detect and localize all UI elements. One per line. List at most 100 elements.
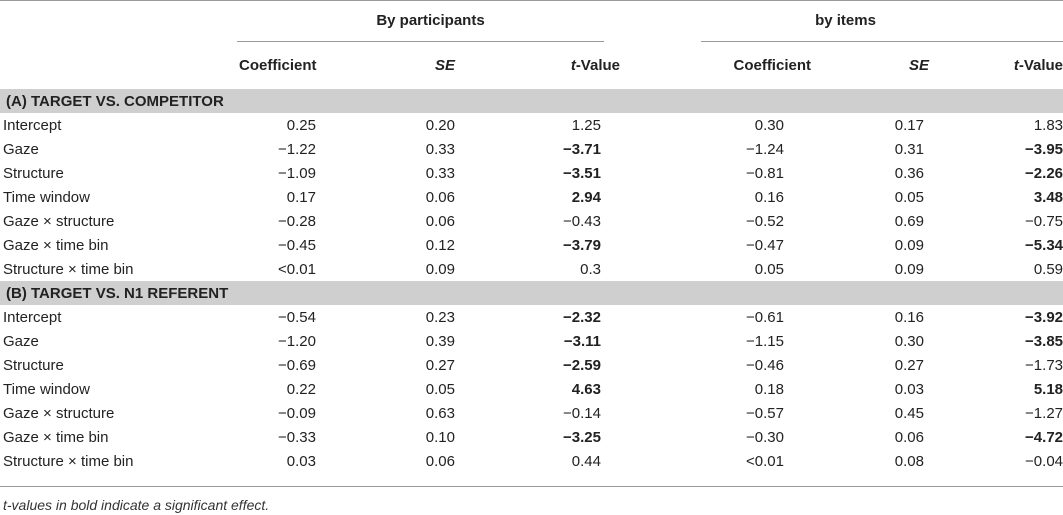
table-row: Structure −0.69 0.27 −2.59 −0.46 0.27 −1.73 [0, 353, 1063, 377]
items-se: 0.03 [894, 380, 924, 398]
table-body: (A) TARGET VS. COMPETITOR Intercept 0.25 0.… [0, 89, 1063, 473]
items-se: 0.27 [894, 356, 924, 374]
section-title: (A) TARGET VS. COMPETITOR [0, 89, 1063, 113]
table-row: Structure × time bin 0.03 0.06 0.44 <0.01 0.0… [0, 449, 1063, 473]
column-header-row: Coefficient SE t-Value Coefficient SE t-… [0, 41, 1063, 89]
row-label: Structure × time bin [3, 452, 134, 470]
participants-coefficient: −0.45 [278, 236, 316, 254]
participants-tvalue: −3.51 [563, 164, 601, 182]
items-coefficient: 0.18 [754, 380, 784, 398]
row-label: Gaze × time bin [3, 428, 109, 446]
table-row: Structure × time bin <0.01 0.09 0.3 0.05 0.09… [0, 257, 1063, 281]
items-coefficient: 0.16 [754, 188, 784, 206]
row-label: Structure [3, 356, 64, 374]
items-se: 0.36 [894, 164, 924, 182]
participants-tvalue: −0.14 [563, 404, 601, 422]
footnote-rule [0, 486, 1063, 487]
items-coefficient: −1.15 [746, 332, 784, 350]
participants-coefficient: −1.09 [278, 164, 316, 182]
items-coefficient: −0.61 [746, 308, 784, 326]
items-tvalue: −1.73 [1025, 356, 1063, 374]
items-se: 0.17 [894, 116, 924, 134]
participants-se: 0.06 [425, 212, 455, 230]
table-row: Gaze × time bin −0.45 0.12 −3.79 −0.47 0.09 −5… [0, 233, 1063, 257]
row-label: Gaze × structure [3, 404, 115, 422]
table-row: Gaze −1.20 0.39 −3.11 −1.15 0.30 −3.85 [0, 329, 1063, 353]
items-tvalue: −5.34 [1025, 236, 1063, 254]
items-coefficient: −0.47 [746, 236, 784, 254]
participants-tvalue: 1.25 [571, 116, 601, 134]
items-tvalue: −4.72 [1025, 428, 1063, 446]
participants-coefficient: −1.22 [278, 140, 316, 158]
top-rule [0, 0, 1063, 1]
participants-se: 0.06 [425, 188, 455, 206]
participants-tvalue: 4.63 [571, 380, 601, 398]
participants-coefficient: −0.69 [278, 356, 316, 374]
group-header-items: by items [815, 12, 876, 29]
items-se: 0.08 [894, 452, 924, 470]
items-coefficient: 0.30 [754, 116, 784, 134]
section-header-row: (B) TARGET VS. N1 REFERENT [0, 281, 1063, 305]
row-label: Structure × time bin [3, 260, 134, 278]
participants-coefficient: 0.25 [286, 116, 316, 134]
items-tvalue: −1.27 [1025, 404, 1063, 422]
participants-coefficient: 0.22 [286, 380, 316, 398]
participants-tvalue: −3.11 [563, 332, 601, 350]
participants-tvalue: −3.71 [563, 140, 601, 158]
col-header-tvalue-items: t-Value [1013, 56, 1063, 74]
participants-se: 0.63 [425, 404, 455, 422]
items-tvalue: −3.95 [1025, 140, 1063, 158]
participants-se: 0.33 [425, 164, 455, 182]
row-label: Gaze [3, 140, 39, 158]
row-label: Time window [3, 380, 90, 398]
participants-se: 0.05 [425, 380, 455, 398]
col-header-coefficient-participants: Coefficient [239, 56, 317, 74]
participants-tvalue: 2.94 [571, 188, 601, 206]
items-tvalue: 0.59 [1033, 260, 1063, 278]
participants-group-rule [237, 41, 604, 42]
items-se: 0.69 [894, 212, 924, 230]
col-header-se-participants: SE [434, 56, 455, 74]
participants-coefficient: 0.03 [286, 452, 316, 470]
participants-se: 0.27 [425, 356, 455, 374]
items-tvalue: −0.75 [1025, 212, 1063, 230]
items-se: 0.16 [894, 308, 924, 326]
items-coefficient: <0.01 [746, 452, 784, 470]
items-tvalue: −0.04 [1025, 452, 1063, 470]
items-tvalue: 3.48 [1033, 188, 1063, 206]
row-label: Gaze × structure [3, 212, 115, 230]
items-tvalue: −3.85 [1025, 332, 1063, 350]
table-row: Time window 0.22 0.05 4.63 0.18 0.03 5.18 [0, 377, 1063, 401]
items-tvalue: −3.92 [1025, 308, 1063, 326]
participants-tvalue: −0.43 [563, 212, 601, 230]
group-header-row: By participants by items [0, 0, 1063, 41]
row-label: Intercept [3, 116, 62, 134]
participants-tvalue: −3.25 [563, 428, 601, 446]
participants-se: 0.09 [425, 260, 455, 278]
participants-se: 0.10 [425, 428, 455, 446]
items-se: 0.09 [894, 236, 924, 254]
table-row: Time window 0.17 0.06 2.94 0.16 0.05 3.48 [0, 185, 1063, 209]
items-tvalue: 5.18 [1033, 380, 1063, 398]
col-header-se-items: SE [908, 56, 929, 74]
row-label: Intercept [3, 308, 62, 326]
table-row: Intercept 0.25 0.20 1.25 0.30 0.17 1.83 [0, 113, 1063, 137]
items-coefficient: −0.46 [746, 356, 784, 374]
row-label: Structure [3, 164, 64, 182]
items-group-rule [701, 41, 1063, 42]
items-se: 0.05 [894, 188, 924, 206]
items-coefficient: −0.57 [746, 404, 784, 422]
footnote: t-values in bold indicate a significant … [3, 497, 270, 513]
participants-tvalue: −2.59 [563, 356, 601, 374]
col-header-tvalue-participants: t-Value [570, 56, 620, 74]
items-se: 0.09 [894, 260, 924, 278]
col-header-coefficient-items: Coefficient [733, 56, 811, 74]
table-row: Gaze × structure −0.09 0.63 −0.14 −0.57 0.45 −… [0, 401, 1063, 425]
items-tvalue: 1.83 [1033, 116, 1063, 134]
items-coefficient: −0.52 [746, 212, 784, 230]
table-row: Gaze × structure −0.28 0.06 −0.43 −0.52 0.69 −… [0, 209, 1063, 233]
section-title: (B) TARGET VS. N1 REFERENT [0, 281, 1063, 305]
table-row: Intercept −0.54 0.23 −2.32 −0.61 0.16 −3.92 [0, 305, 1063, 329]
table-row: Gaze × time bin −0.33 0.10 −3.25 −0.30 0.06 −4… [0, 425, 1063, 449]
